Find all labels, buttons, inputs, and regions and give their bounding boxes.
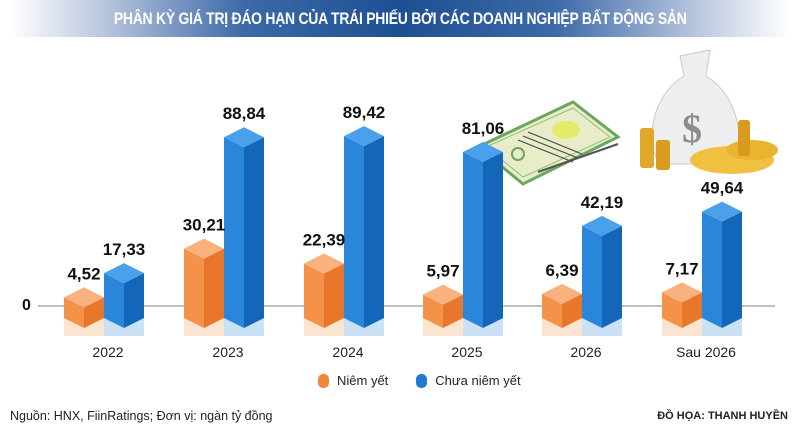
legend: Niêm yết Chưa niêm yết [318,373,521,388]
bar-listed-2026 [542,283,582,336]
value-label: 89,42 [343,103,386,122]
bar-unlisted-2023 [224,127,264,336]
y-zero-tick: 0 [22,297,31,314]
x-tick-label: Sau 2026 [676,344,736,360]
blue-cube-icon [416,373,428,388]
value-label: 30,21 [183,216,226,235]
bar-unlisted-2025 [463,141,503,336]
bar-listed-2024 [304,253,344,336]
bar-listed-2023 [184,238,224,336]
legend-item-listed: Niêm yết [318,373,388,388]
value-label: 17,33 [103,240,146,259]
bar-listed-Sau-2026 [662,282,702,336]
chart-title: PHÂN KỲ GIÁ TRỊ ĐÁO HẠN CỦA TRÁI PHIẾU B… [113,8,687,28]
value-label: 88,84 [223,104,266,123]
bar-unlisted-Sau-2026 [702,201,742,336]
value-label: 4,52 [67,264,100,283]
value-label: 5,97 [426,262,459,281]
bars-group [64,126,742,336]
bar-listed-2025 [423,284,463,336]
title-banner: PHÂN KỲ GIÁ TRỊ ĐÁO HẠN CỦA TRÁI PHIẾU B… [10,0,790,37]
value-label: 81,06 [462,119,505,138]
decoration-illustrations: $ [475,49,778,186]
bar-unlisted-2022 [104,263,144,336]
legend-label-unlisted: Chưa niêm yết [435,373,521,388]
x-tick-label: 2023 [212,344,243,360]
x-tick-label: 2022 [92,344,123,360]
x-tick-label: 2026 [570,344,601,360]
gold-coins-icon [640,120,778,174]
bar-listed-2022 [64,287,104,336]
x-tick-label: 2024 [332,344,363,360]
bar-unlisted-2026 [582,215,622,336]
orange-cube-icon [318,373,329,388]
value-label: 7,17 [665,259,698,278]
bond-certificate-icon [475,100,621,186]
source-note: Nguồn: HNX, FiinRatings; Đơn vị: ngàn tỷ… [10,409,273,423]
legend-item-unlisted: Chưa niêm yết [416,373,521,388]
value-label: 49,64 [701,179,744,198]
bar-unlisted-2024 [344,126,384,336]
value-label: 6,39 [545,261,578,280]
value-label: 42,19 [581,193,624,212]
legend-label-listed: Niêm yết [337,373,389,388]
value-label: 22,39 [303,230,346,249]
x-tick-label: 2025 [451,344,482,360]
graphic-credit: ĐỒ HỌA: THANH HUYỀN [657,410,788,422]
x-axis-labels: 2022 2023 2024 2025 2026 Sau 2026 [92,344,736,360]
svg-text:$: $ [682,106,702,151]
